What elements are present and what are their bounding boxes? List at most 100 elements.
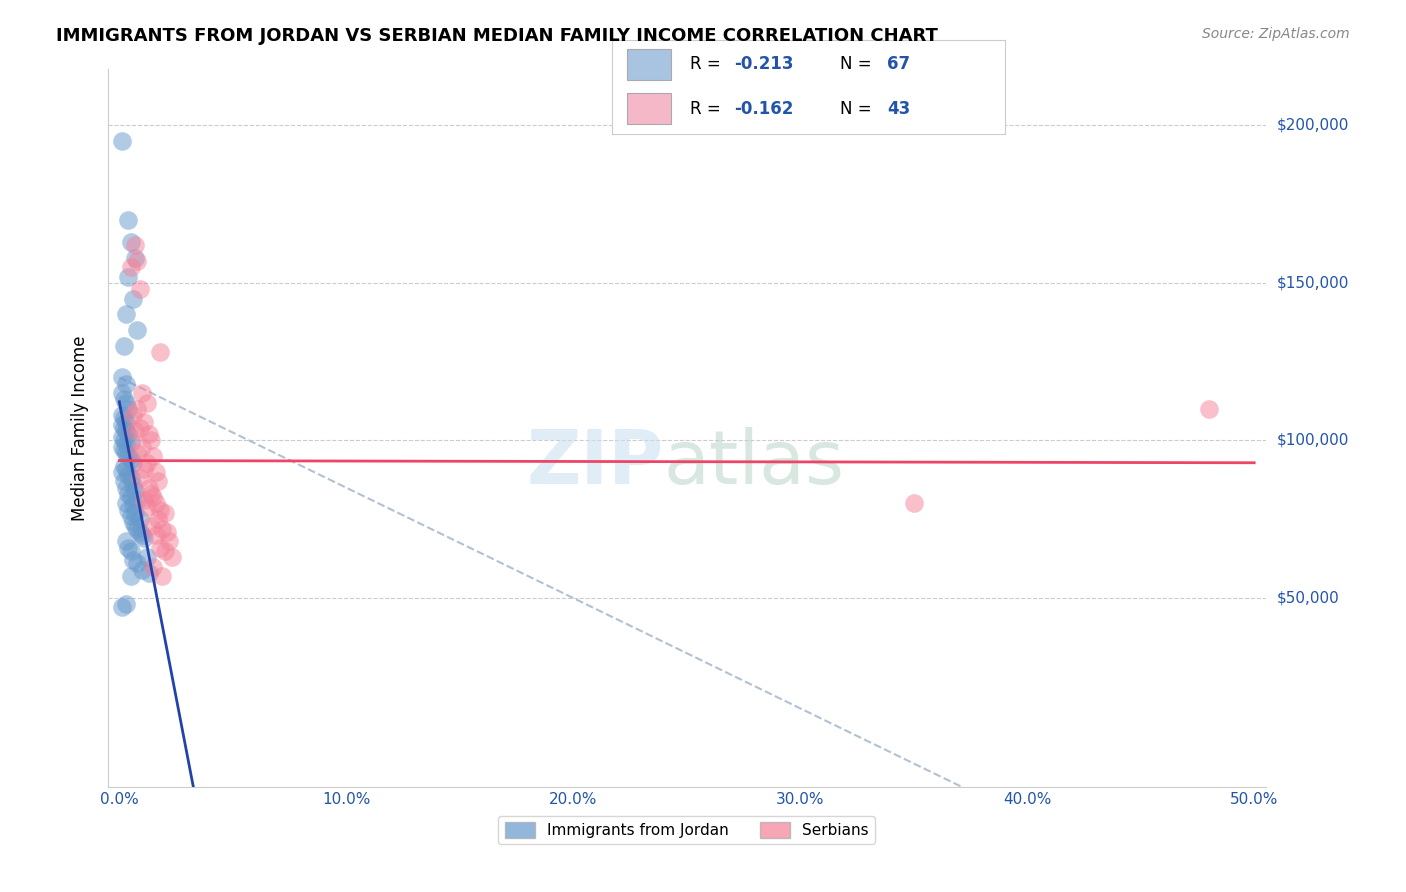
Point (115, 496, 138, 510)
Point (127, 493, 149, 508)
Point (127, 323, 149, 337)
Point (135, 500, 157, 514)
Point (128, 282, 150, 296)
Point (117, 401, 139, 416)
Point (142, 449, 165, 463)
Point (117, 468, 139, 483)
Point (120, 543, 142, 558)
Legend: Immigrants from Jordan, Serbians: Immigrants from Jordan, Serbians (498, 816, 875, 844)
Point (1198, 401, 1220, 416)
Point (110, 134, 132, 148)
Point (142, 490, 165, 504)
Point (115, 424, 138, 438)
Point (135, 395, 157, 409)
Point (903, 496, 925, 510)
Text: $200,000: $200,000 (1277, 118, 1350, 133)
Point (152, 569, 174, 583)
Text: N =: N = (839, 55, 877, 73)
Point (138, 427, 160, 442)
Point (127, 557, 149, 571)
Point (128, 471, 150, 485)
Point (110, 440, 132, 454)
Point (117, 212, 139, 227)
Point (138, 566, 160, 580)
Point (112, 339, 135, 353)
Point (120, 235, 142, 249)
Point (112, 458, 135, 473)
Point (122, 477, 145, 491)
Point (122, 516, 145, 530)
Point (115, 446, 138, 460)
Point (131, 528, 153, 542)
Point (115, 534, 138, 549)
Point (146, 475, 169, 489)
Point (120, 435, 142, 450)
Point (153, 543, 176, 558)
Point (112, 392, 135, 407)
Point (127, 522, 149, 536)
Point (131, 440, 153, 454)
Point (149, 345, 172, 359)
Point (128, 524, 150, 539)
Point (145, 465, 167, 479)
Text: atlas: atlas (664, 427, 845, 500)
Text: R =: R = (690, 55, 727, 73)
Point (146, 512, 169, 526)
Point (117, 427, 139, 442)
Point (115, 598, 138, 612)
Point (110, 386, 132, 401)
Point (139, 518, 162, 533)
Point (117, 487, 139, 501)
Point (112, 421, 135, 435)
Point (117, 449, 139, 463)
Point (160, 550, 183, 565)
Point (120, 490, 142, 504)
Point (139, 434, 162, 448)
Point (135, 550, 157, 565)
Point (115, 415, 138, 429)
Point (115, 481, 138, 495)
Point (117, 541, 139, 555)
Point (120, 452, 142, 467)
Point (139, 487, 162, 501)
Point (122, 408, 145, 422)
Point (127, 401, 149, 416)
Point (115, 462, 138, 476)
Point (156, 524, 179, 539)
Point (122, 456, 145, 470)
Point (120, 260, 142, 274)
Bar (627, 93, 671, 125)
Point (110, 600, 132, 615)
Point (127, 446, 149, 460)
Point (135, 456, 157, 470)
Point (122, 553, 145, 567)
Point (112, 442, 135, 457)
Point (128, 421, 150, 435)
Point (134, 415, 156, 429)
Point (115, 376, 138, 391)
Point (122, 498, 145, 512)
Point (115, 436, 138, 450)
Y-axis label: Median Family Income: Median Family Income (72, 335, 89, 521)
Text: R =: R = (690, 100, 727, 118)
Point (149, 541, 172, 555)
Text: N =: N = (839, 100, 877, 118)
Text: -0.162: -0.162 (734, 100, 793, 118)
Point (120, 569, 142, 583)
Text: $50,000: $50,000 (1277, 591, 1340, 606)
Point (149, 503, 172, 517)
Point (110, 430, 132, 444)
Point (110, 465, 132, 479)
Text: 43: 43 (887, 100, 911, 118)
Point (131, 563, 153, 577)
Text: IMMIGRANTS FROM JORDAN VS SERBIAN MEDIAN FAMILY INCOME CORRELATION CHART: IMMIGRANTS FROM JORDAN VS SERBIAN MEDIAN… (56, 27, 938, 45)
Point (110, 408, 132, 422)
Point (117, 503, 139, 517)
Point (117, 269, 139, 284)
Point (122, 292, 145, 306)
Point (120, 509, 142, 524)
Text: ZIP: ZIP (526, 427, 664, 500)
Point (115, 307, 138, 321)
Point (124, 238, 146, 252)
Point (124, 251, 146, 265)
